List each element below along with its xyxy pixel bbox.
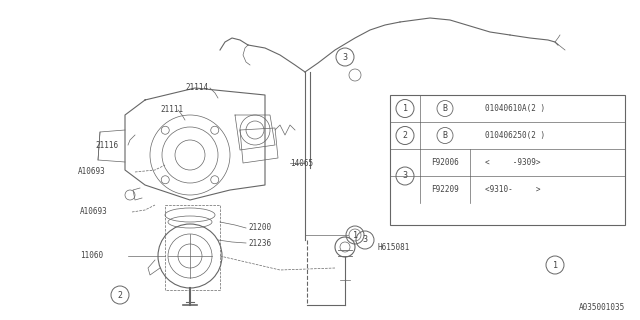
Text: 11060: 11060 [80,252,103,260]
Bar [390,95,625,225]
Text: 1: 1 [552,260,557,269]
Text: 01040610A(2 ): 01040610A(2 ) [485,104,545,113]
Text: 3: 3 [403,172,408,180]
Text: 3: 3 [362,236,367,244]
Text: 1: 1 [353,230,358,239]
Text: 2: 2 [403,131,408,140]
Text: A035001035: A035001035 [579,303,625,312]
Text: 3: 3 [342,52,348,61]
Text: 010406250(2 ): 010406250(2 ) [485,131,545,140]
Text: A10693: A10693 [80,207,108,217]
Text: 1: 1 [403,104,408,113]
Text: 21200: 21200 [248,223,271,233]
Text: 21111: 21111 [160,106,183,115]
Text: 14065: 14065 [290,158,313,167]
Text: F92209: F92209 [431,185,459,194]
Text: <9310-     >: <9310- > [485,185,541,194]
Text: 2: 2 [118,291,122,300]
Text: 21114: 21114 [185,84,208,92]
Text: 21236: 21236 [248,238,271,247]
Text: <     -9309>: < -9309> [485,158,541,167]
Text: 21116: 21116 [95,140,118,149]
Text: B: B [442,104,447,113]
Text: A10693: A10693 [78,167,106,177]
Text: F92006: F92006 [431,158,459,167]
Text: B: B [442,131,447,140]
Text: H615081: H615081 [378,243,410,252]
